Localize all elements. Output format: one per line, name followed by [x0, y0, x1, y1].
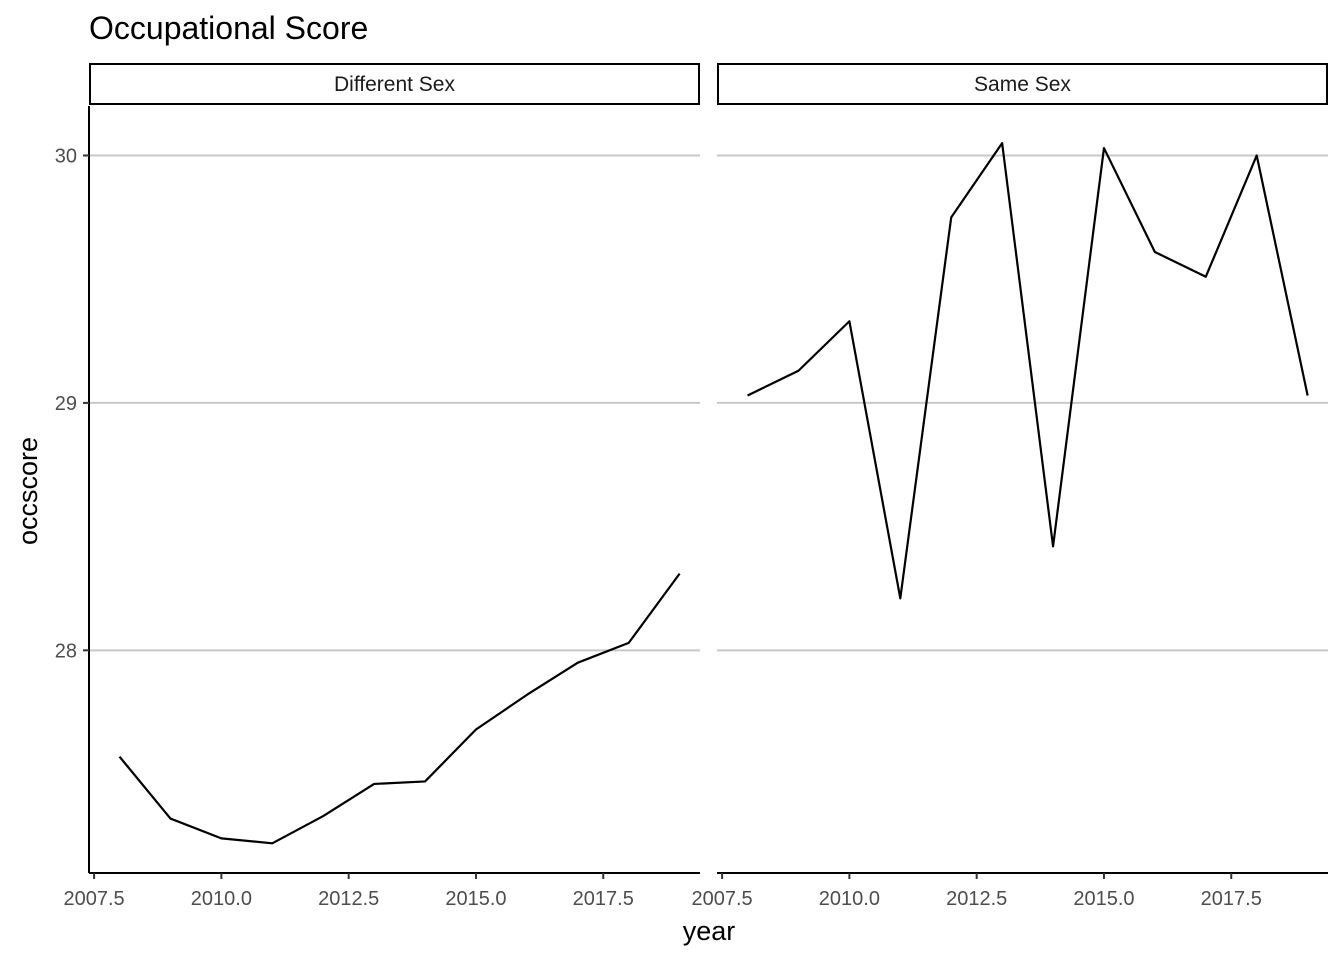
x-tick-label: 2007.5	[64, 888, 125, 910]
x-tick-label: 2017.5	[573, 888, 634, 910]
facet-panel-1: Different Sex 28 29 30 2007.5 2010.0 2012.5 201…	[55, 64, 700, 910]
x-tick-label: 2010.0	[819, 888, 880, 910]
series-line	[120, 574, 680, 844]
facet-panels: Different Sex 28 29 30 2007.5 2010.0 2012.5 201…	[55, 64, 1328, 910]
y-tick-label: 28	[55, 640, 77, 662]
x-tick-label: 2017.5	[1201, 888, 1262, 910]
series-line	[748, 143, 1308, 598]
y-axis-title: occscore	[13, 437, 43, 545]
x-tick-label: 2015.0	[1073, 888, 1134, 910]
x-tick-label: 2015.0	[445, 888, 506, 910]
chart-title: Occupational Score	[89, 10, 368, 46]
x-axis-title: year	[683, 916, 736, 946]
x-tick-label: 2007.5	[692, 888, 753, 910]
y-tick-label: 30	[55, 145, 77, 167]
facet-strip-label: Same Sex	[974, 73, 1071, 96]
x-tick-label: 2010.0	[191, 888, 252, 910]
facet-panel-2: Same Sex 2007.5 2010.0 2012.5 2015.0 2017.5	[692, 64, 1328, 910]
facet-strip-label: Different Sex	[334, 73, 456, 96]
y-tick-label: 29	[55, 393, 77, 415]
x-tick-label: 2012.5	[318, 888, 379, 910]
x-tick-label: 2012.5	[946, 888, 1007, 910]
